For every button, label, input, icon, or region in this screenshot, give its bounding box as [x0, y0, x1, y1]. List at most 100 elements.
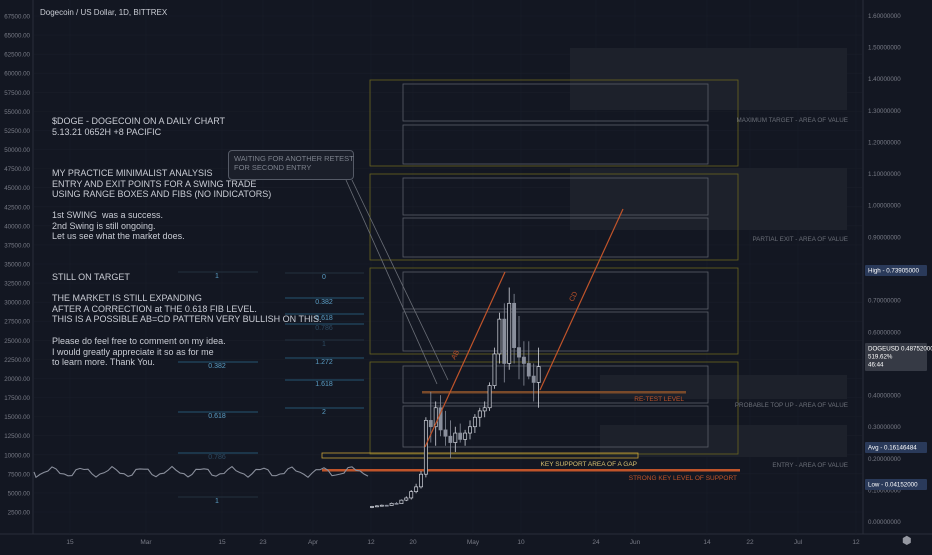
left-axis-tick: 27500.00	[4, 319, 30, 326]
left-axis-tick: 30000.00	[4, 300, 30, 307]
time-axis-label: Jul	[794, 539, 803, 546]
left-axis-tick: 40000.00	[4, 223, 30, 230]
range-box-inner	[402, 311, 709, 352]
candle-body	[526, 363, 531, 377]
candle-body	[487, 385, 492, 409]
range-box-inner	[402, 83, 709, 122]
candle-body	[384, 504, 389, 507]
zone-label-partial-exit: PARTIAL EXIT - AREA OF VALUE	[752, 236, 848, 243]
left-axis-tick: 50000.00	[4, 147, 30, 154]
key-support-label: KEY SUPPORT AREA OF A GAP	[541, 461, 637, 468]
left-axis-tick: 35000.00	[4, 262, 30, 269]
time-axis-label: 15	[218, 539, 226, 546]
left-axis-tick: 22500.00	[4, 357, 30, 364]
strong-support-line	[322, 469, 740, 472]
note-market: THE MARKET IS STILL EXPANDING AFTER A CO…	[52, 293, 322, 324]
candle-body	[497, 318, 502, 355]
left-axis-tick: 25000.00	[4, 338, 30, 345]
candle-body	[531, 375, 536, 383]
low-marker-text: Low - 0.04152000	[868, 482, 918, 489]
range-box-outer	[369, 79, 739, 167]
note-analysis: MY PRACTICE MINIMALIST ANALYSIS ENTRY AN…	[52, 168, 272, 199]
left-axis-tick: 12500.00	[4, 433, 30, 440]
partial-exit-shade	[570, 168, 847, 230]
right-axis-tick: 1.50000000	[868, 44, 901, 51]
callout-text: WAITING FOR ANOTHER RETEST FOR SECOND EN…	[234, 154, 354, 172]
candle-body	[370, 506, 374, 508]
callout-box: WAITING FOR ANOTHER RETEST FOR SECOND EN…	[228, 150, 354, 180]
candle-body	[502, 318, 507, 364]
retest-line	[422, 391, 686, 394]
time-axis-label: 10	[517, 539, 525, 546]
left-axis-tick: 17500.00	[4, 395, 30, 402]
right-axis-tick: 0.90000000	[868, 234, 901, 241]
last-price-marker-bg	[865, 343, 927, 371]
avg-marker-bg	[865, 442, 927, 453]
candle-body	[428, 420, 433, 428]
candle-body	[374, 505, 379, 508]
candle-body	[458, 432, 463, 440]
left-axis-tick: 42500.00	[4, 204, 30, 211]
left-axis-tick: 52500.00	[4, 128, 30, 135]
ab-label: AB	[451, 349, 462, 361]
fib-right-label: 1.272	[315, 359, 333, 366]
ab-line	[424, 271, 506, 448]
candle-body	[536, 366, 541, 383]
left-axis-tick: 5000.00	[8, 490, 31, 497]
candle-body	[492, 353, 497, 386]
note-swings: 1st SWING was a success. 2nd Swing is st…	[52, 210, 185, 241]
zone-label-max-target: MAXIMUM TARGET - AREA OF VALUE	[737, 117, 849, 124]
retest-label: RE-TEST LEVEL	[634, 396, 684, 403]
range-box-inner	[402, 405, 709, 448]
left-axis-tick: 45000.00	[4, 185, 30, 192]
time-axis-label: 12	[852, 539, 860, 546]
time-axis-label: Apr	[308, 539, 319, 546]
left-axis-tick: 62500.00	[4, 52, 30, 59]
cd-label: CD	[569, 291, 580, 303]
candle-body	[517, 347, 521, 358]
candle-body	[423, 420, 428, 475]
candle-body	[438, 407, 443, 431]
candle-body	[399, 499, 404, 504]
candle-body	[463, 432, 468, 440]
fib-right-label: 0	[322, 274, 326, 281]
max-target-shade	[570, 48, 847, 110]
right-axis-tick: 1.30000000	[868, 108, 901, 115]
entry-shade	[600, 425, 847, 457]
time-axis-label: 12	[367, 539, 375, 546]
fib-right-label: 0.382	[315, 299, 333, 306]
range-box-inner	[402, 124, 709, 165]
range-box-outer	[369, 267, 739, 355]
fib-left-label: 1	[215, 498, 219, 505]
left-axis-tick: 10000.00	[4, 452, 30, 459]
price-history-line	[33, 465, 369, 479]
candle-body	[389, 502, 394, 506]
candle-body	[443, 429, 448, 437]
high-marker-bg	[865, 265, 927, 276]
time-axis-label: 20	[409, 539, 417, 546]
right-axis-tick: 1.60000000	[868, 13, 901, 20]
range-box-inner	[402, 177, 709, 216]
key-support-box	[321, 452, 639, 459]
time-axis-label: 24	[592, 539, 600, 546]
fib-right-label: 0.786	[315, 325, 333, 332]
candle-body	[507, 302, 512, 364]
note-target: STILL ON TARGET	[52, 272, 130, 282]
left-axis-tick: 60000.00	[4, 71, 30, 78]
callout-pointer-2	[351, 179, 449, 381]
high-marker-text: High - 0.73905000	[868, 268, 919, 275]
last-price-marker-text: DOGEUSD 0.48752000	[868, 346, 932, 353]
candle-body	[433, 407, 438, 428]
right-axis-tick: 1.10000000	[868, 171, 901, 178]
zone-label-entry: ENTRY - AREA OF VALUE	[772, 462, 848, 469]
callout-pointer-1	[345, 179, 438, 385]
chart-title: Dogecoin / US Dollar, 1D, BITTREX	[40, 8, 168, 17]
time-axis-label: 14	[703, 539, 711, 546]
time-axis-label: 23	[259, 539, 267, 546]
right-axis-tick: 0.60000000	[868, 329, 901, 336]
candle-body	[419, 473, 423, 488]
time-axis-label: 22	[746, 539, 754, 546]
time-axis-label: 15	[66, 539, 74, 546]
